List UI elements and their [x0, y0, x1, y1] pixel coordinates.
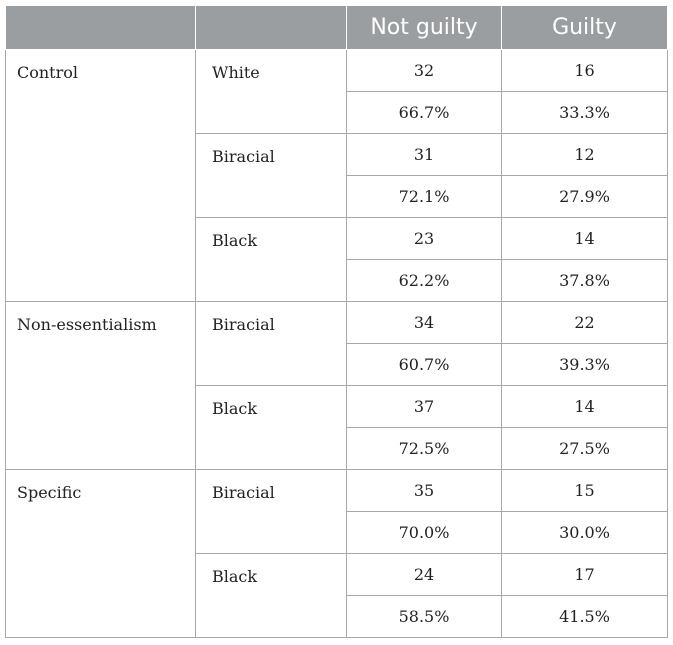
table-row: 62.2% 37.8% [6, 259, 668, 302]
guilty-percent: 41.5% [501, 595, 668, 638]
table-row: Black 23 14 [6, 217, 668, 302]
table-row: Control White 32 16 [5, 49, 668, 302]
not-guilty-count: 32 [346, 49, 502, 92]
not-guilty-percent: 72.5% [346, 427, 502, 470]
header-cell-guilty: Guilty [501, 5, 668, 50]
race-cell: Black [195, 553, 347, 638]
table-row: 66.7% 33.3% [6, 91, 668, 134]
not-guilty-count: 35 [346, 469, 502, 512]
guilty-count: 14 [501, 385, 668, 428]
race-cell: Black [195, 385, 347, 470]
race-cell: Biracial [195, 301, 347, 386]
table-row: 72.1% 27.9% [6, 175, 668, 218]
header-cell-race [195, 5, 347, 50]
guilty-count: 16 [501, 49, 668, 92]
not-guilty-percent: 66.7% [346, 91, 502, 134]
table-row: 70.0% 30.0% [6, 511, 668, 554]
not-guilty-percent: 60.7% [346, 343, 502, 386]
race-cell: Biracial [195, 133, 347, 218]
table-row: 58.5% 41.5% [6, 595, 668, 638]
guilty-percent: 39.3% [501, 343, 668, 386]
guilty-percent: 27.5% [501, 427, 668, 470]
condition-cell: Control [5, 49, 196, 302]
guilty-count: 12 [501, 133, 668, 176]
table-row: Non-essentialism Biracial 34 22 [5, 301, 668, 470]
table-row: Black 37 14 [6, 385, 668, 470]
race-cell: Biracial [195, 469, 347, 554]
race-cell: Black [195, 217, 347, 302]
not-guilty-count: 37 [346, 385, 502, 428]
race-cell: White [195, 49, 347, 134]
guilty-count: 15 [501, 469, 668, 512]
not-guilty-count: 23 [346, 217, 502, 260]
not-guilty-percent: 70.0% [346, 511, 502, 554]
header-row: Not guilty Guilty [5, 5, 668, 50]
table-row: 72.5% 27.5% [6, 427, 668, 470]
table-row: Black 24 17 [6, 553, 668, 638]
guilty-percent: 37.8% [501, 259, 668, 302]
not-guilty-percent: 58.5% [346, 595, 502, 638]
guilty-count: 22 [501, 301, 668, 344]
guilty-percent: 33.3% [501, 91, 668, 134]
not-guilty-percent: 72.1% [346, 175, 502, 218]
not-guilty-percent: 62.2% [346, 259, 502, 302]
not-guilty-count: 24 [346, 553, 502, 596]
not-guilty-count: 34 [346, 301, 502, 344]
guilty-count: 14 [501, 217, 668, 260]
guilty-percent: 27.9% [501, 175, 668, 218]
header-cell-condition [5, 5, 196, 50]
results-table: Not guilty Guilty Control White 32 16 66… [5, 5, 668, 638]
not-guilty-count: 31 [346, 133, 502, 176]
condition-cell: Non-essentialism [5, 301, 196, 470]
header-cell-not-guilty: Not guilty [346, 5, 502, 50]
table-row: 60.7% 39.3% [6, 343, 668, 386]
guilty-percent: 30.0% [501, 511, 668, 554]
table-row: Specific Biracial 35 15 [5, 469, 668, 638]
guilty-count: 17 [501, 553, 668, 596]
condition-cell: Specific [5, 469, 196, 638]
